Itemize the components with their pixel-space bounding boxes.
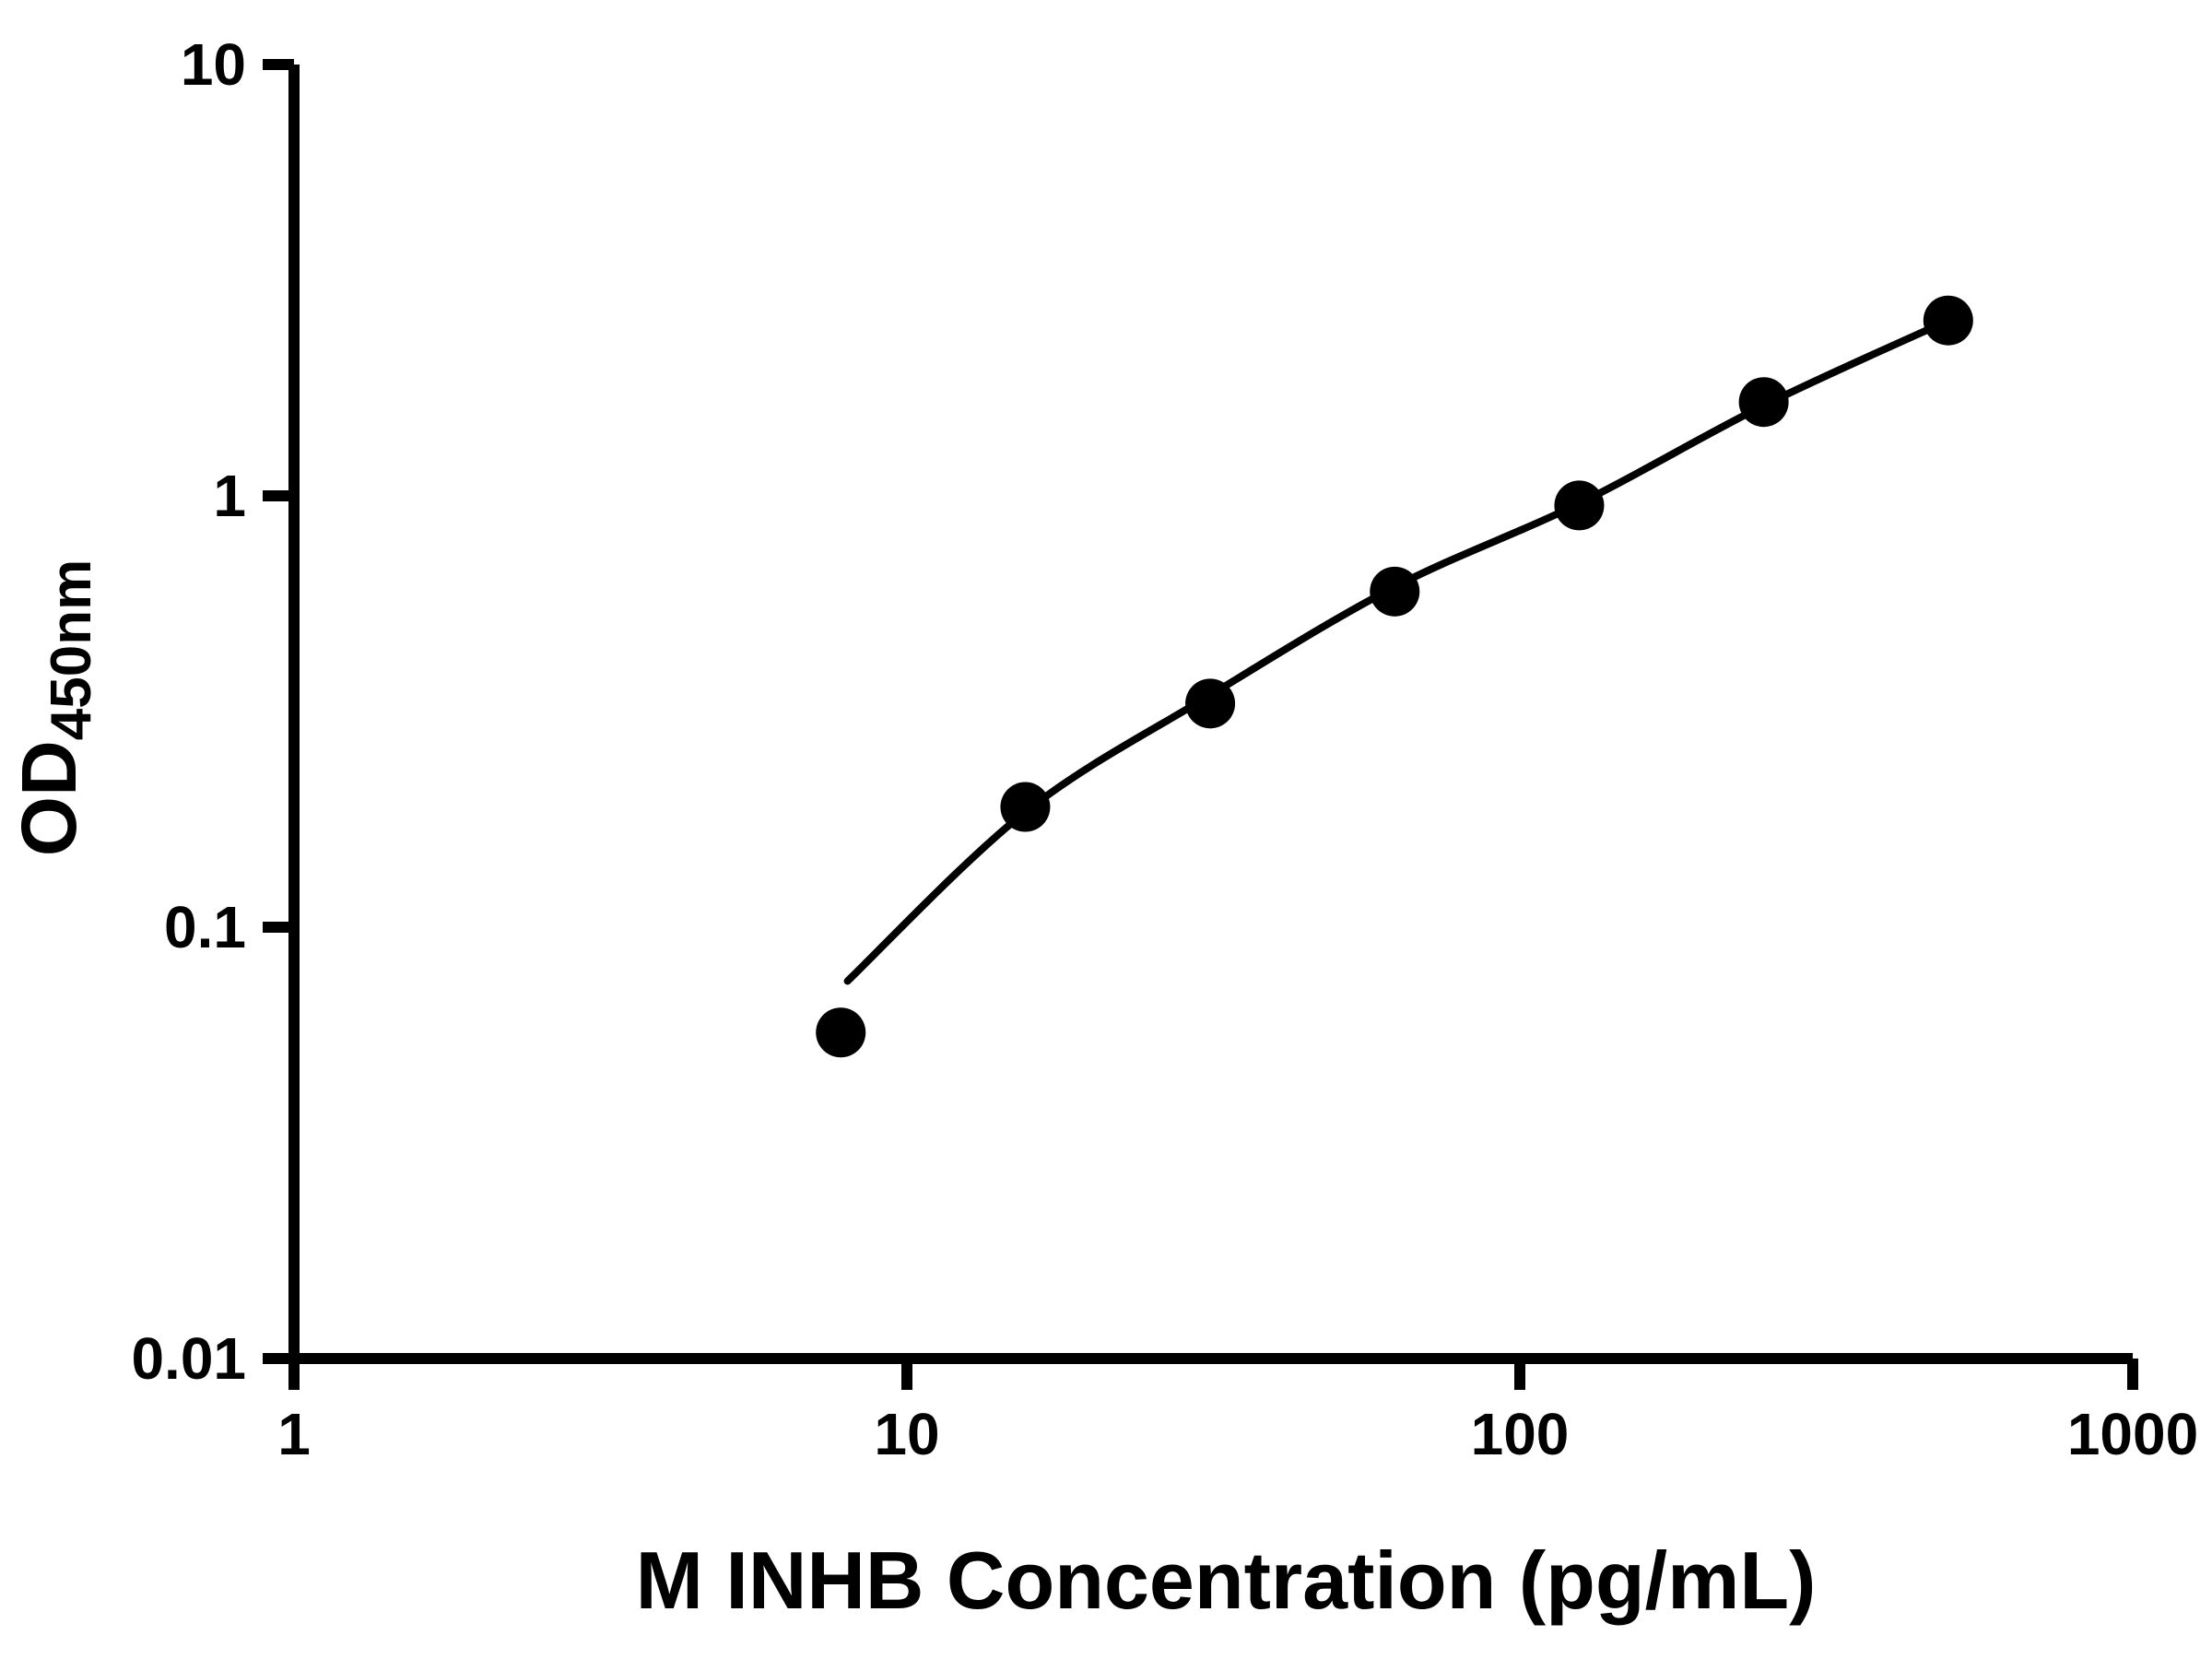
data-point xyxy=(1923,295,1973,346)
x-tick-label: 10 xyxy=(874,1401,939,1467)
data-point xyxy=(1738,377,1789,428)
data-point xyxy=(816,1007,866,1058)
y-tick-label: 10 xyxy=(181,31,246,98)
x-tick-label: 100 xyxy=(1471,1401,1570,1467)
y-axis-label-main: OD xyxy=(6,740,92,856)
y-tick-label: 0.1 xyxy=(164,894,246,960)
x-axis-label: M INHB Concentration (pg/mL) xyxy=(636,1535,1817,1626)
data-point xyxy=(1554,480,1605,531)
axes-group: 1 10 100 1000 0.01 0.1 1 10 xyxy=(131,31,2198,1467)
y-axis-label-subscript: 450nm xyxy=(40,559,103,740)
x-tick-label: 1 xyxy=(277,1401,311,1467)
y-tick-label: 1 xyxy=(213,463,246,529)
y-tick-label: 0.01 xyxy=(131,1325,246,1392)
data-point xyxy=(1185,678,1236,729)
x-tick-label: 1000 xyxy=(2067,1401,2198,1467)
fit-curve xyxy=(843,316,1952,985)
y-axis-label: OD450nm xyxy=(6,559,103,856)
data-point xyxy=(1000,782,1051,832)
axis-labels-group: M INHB Concentration (pg/mL) OD450nm xyxy=(6,559,1816,1626)
plot-group xyxy=(816,295,1973,1058)
data-point xyxy=(1370,566,1420,617)
